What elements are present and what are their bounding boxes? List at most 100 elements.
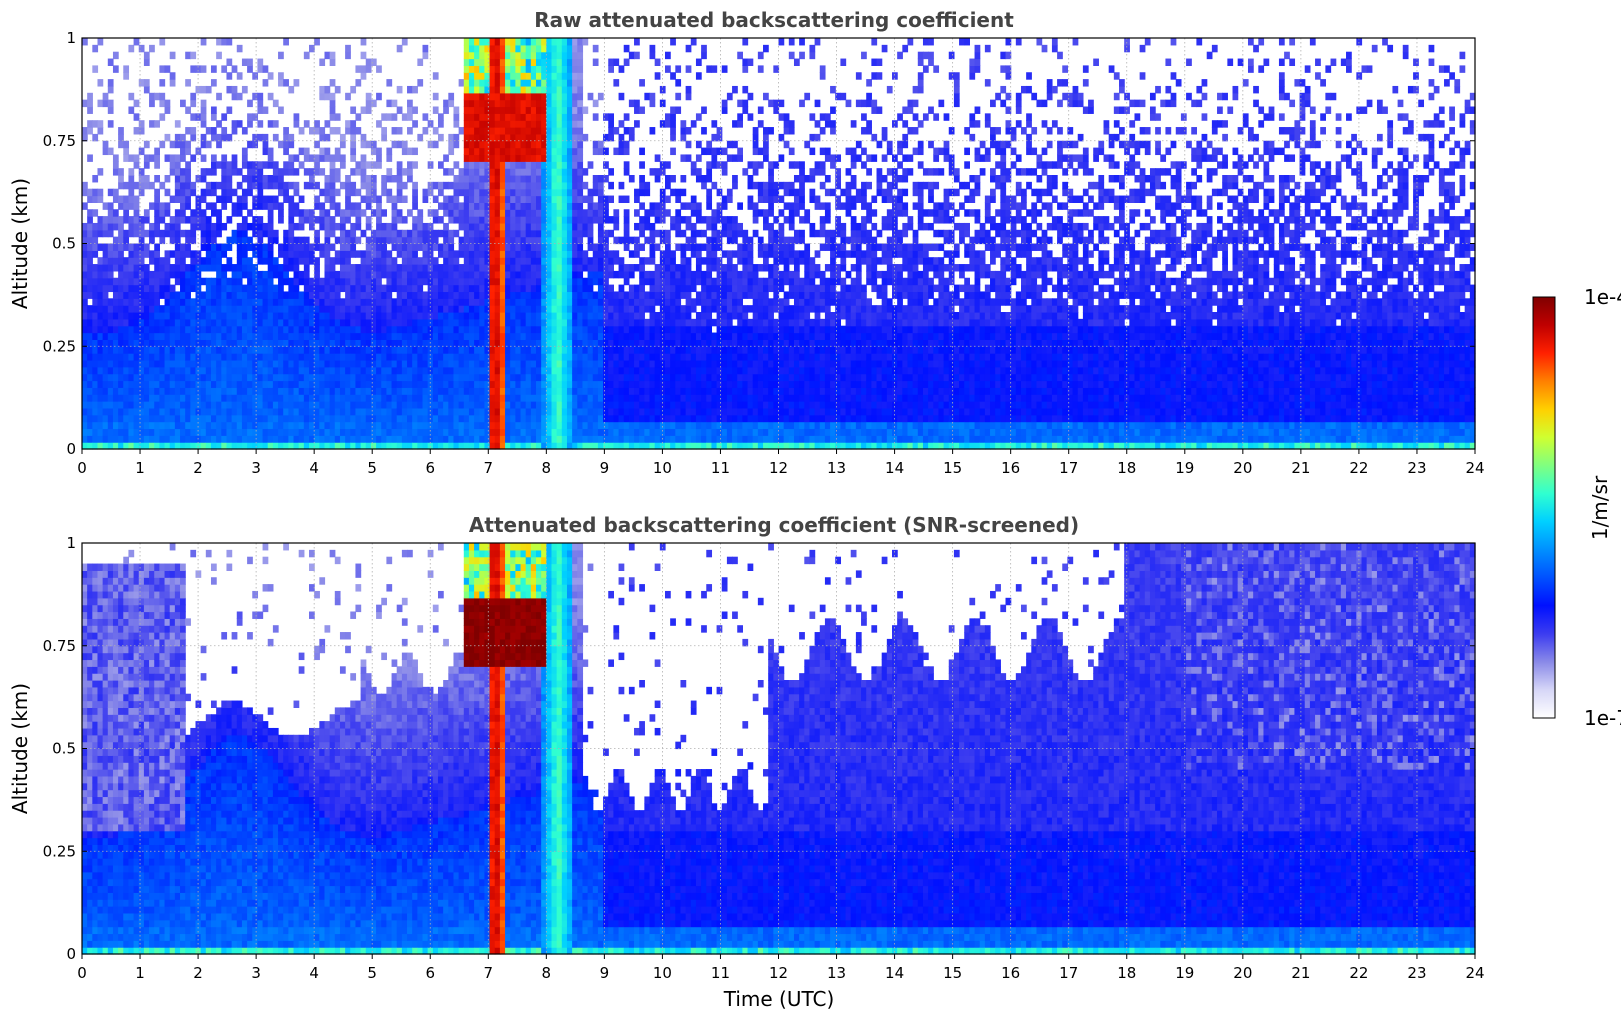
heatmap-cell bbox=[267, 147, 274, 156]
heatmap-cell bbox=[468, 209, 475, 217]
heatmap-cell bbox=[437, 421, 444, 430]
heatmap-cell bbox=[582, 339, 589, 347]
heatmap-cell bbox=[577, 127, 584, 135]
heatmap-cell bbox=[649, 236, 656, 245]
heatmap-cell bbox=[417, 366, 424, 375]
heatmap-cell bbox=[107, 99, 114, 108]
heatmap-cell bbox=[200, 99, 207, 108]
heatmap-cell bbox=[247, 373, 253, 382]
heatmap-cell bbox=[505, 421, 511, 430]
heatmap-cell bbox=[484, 72, 491, 80]
heatmap-cell bbox=[391, 113, 398, 121]
heatmap-cell bbox=[154, 291, 160, 299]
heatmap-cell bbox=[283, 401, 289, 409]
heatmap-cell bbox=[443, 243, 449, 251]
heatmap-cell bbox=[443, 442, 449, 450]
heatmap-cell bbox=[525, 140, 532, 149]
heatmap-cell bbox=[587, 92, 594, 101]
heatmap-cell bbox=[613, 312, 620, 320]
heatmap-cell bbox=[556, 216, 563, 224]
heatmap-cell bbox=[463, 407, 470, 416]
heatmap-cell bbox=[448, 339, 455, 347]
heatmap-cell bbox=[561, 72, 568, 80]
heatmap-cell bbox=[520, 284, 527, 293]
heatmap-cell bbox=[200, 373, 207, 382]
heatmap-cell bbox=[216, 264, 222, 272]
heatmap-cell bbox=[530, 264, 537, 272]
heatmap-cell bbox=[468, 428, 475, 436]
heatmap-cell bbox=[536, 284, 542, 293]
heatmap-cell bbox=[329, 106, 336, 114]
heatmap-cell bbox=[556, 44, 563, 53]
heatmap-cell bbox=[499, 257, 506, 265]
heatmap-cell bbox=[515, 305, 522, 313]
heatmap-cell bbox=[479, 401, 486, 409]
heatmap-cell bbox=[283, 277, 289, 286]
heatmap-cell bbox=[468, 380, 475, 388]
heatmap-cell bbox=[345, 202, 351, 210]
heatmap-cell bbox=[499, 264, 506, 272]
heatmap-cell bbox=[628, 318, 635, 327]
heatmap-cell bbox=[561, 106, 568, 114]
heatmap-cell bbox=[536, 236, 542, 245]
heatmap-cell bbox=[587, 264, 594, 272]
heatmap-cell bbox=[221, 394, 228, 402]
heatmap-cell bbox=[391, 216, 398, 224]
heatmap-cell bbox=[443, 401, 449, 409]
heatmap-cell bbox=[525, 195, 532, 203]
heatmap-cell bbox=[319, 359, 326, 368]
heatmap-cell bbox=[458, 442, 465, 450]
heatmap-cell bbox=[133, 291, 140, 299]
heatmap-cell bbox=[536, 188, 542, 197]
heatmap-cell bbox=[159, 305, 166, 313]
heatmap-cell bbox=[546, 359, 553, 368]
heatmap-cell bbox=[649, 318, 656, 327]
heatmap-cell bbox=[592, 175, 599, 183]
heatmap-cell bbox=[149, 291, 155, 299]
heatmap-cell bbox=[639, 318, 645, 327]
heatmap-cell bbox=[107, 250, 114, 258]
heatmap-cell bbox=[510, 209, 516, 217]
heatmap-cell bbox=[582, 428, 589, 436]
heatmap-cell bbox=[381, 229, 387, 238]
heatmap-cell bbox=[515, 236, 522, 245]
heatmap-cell bbox=[319, 284, 326, 293]
heatmap-cell bbox=[432, 339, 439, 347]
heatmap-cell bbox=[298, 373, 305, 382]
heatmap-cell bbox=[437, 312, 444, 320]
heatmap-cell bbox=[236, 195, 243, 203]
heatmap-cell bbox=[267, 353, 274, 361]
heatmap-cell bbox=[97, 387, 104, 395]
heatmap-cell bbox=[221, 175, 228, 183]
heatmap-cell bbox=[468, 113, 475, 121]
heatmap-cell bbox=[577, 387, 584, 395]
heatmap-cell bbox=[185, 175, 191, 183]
heatmap-cell bbox=[639, 229, 645, 238]
heatmap-cell bbox=[200, 312, 207, 320]
heatmap-cell bbox=[149, 442, 155, 450]
heatmap-cell bbox=[494, 414, 501, 423]
heatmap-cell bbox=[577, 38, 584, 46]
heatmap-cell bbox=[618, 401, 625, 409]
heatmap-cell bbox=[138, 147, 145, 156]
heatmap-cell bbox=[448, 353, 455, 361]
heatmap-cell bbox=[102, 318, 109, 327]
heatmap-cell bbox=[92, 394, 99, 402]
heatmap-cell bbox=[407, 414, 413, 423]
heatmap-cell bbox=[381, 243, 387, 251]
heatmap-cell bbox=[97, 312, 104, 320]
heatmap-cell bbox=[216, 284, 222, 293]
heatmap-cell bbox=[149, 99, 155, 108]
heatmap-cell bbox=[252, 291, 259, 299]
heatmap-cell bbox=[133, 346, 140, 354]
heatmap-cell bbox=[345, 325, 351, 334]
heatmap-cell bbox=[634, 305, 640, 313]
heatmap-cell bbox=[396, 428, 403, 436]
heatmap-cell bbox=[613, 401, 620, 409]
heatmap-cell bbox=[634, 51, 640, 60]
heatmap-cell bbox=[298, 366, 305, 375]
heatmap-cell bbox=[309, 414, 315, 423]
heatmap-cell bbox=[365, 318, 372, 327]
heatmap-cell bbox=[623, 435, 630, 443]
heatmap-cell bbox=[422, 277, 429, 286]
